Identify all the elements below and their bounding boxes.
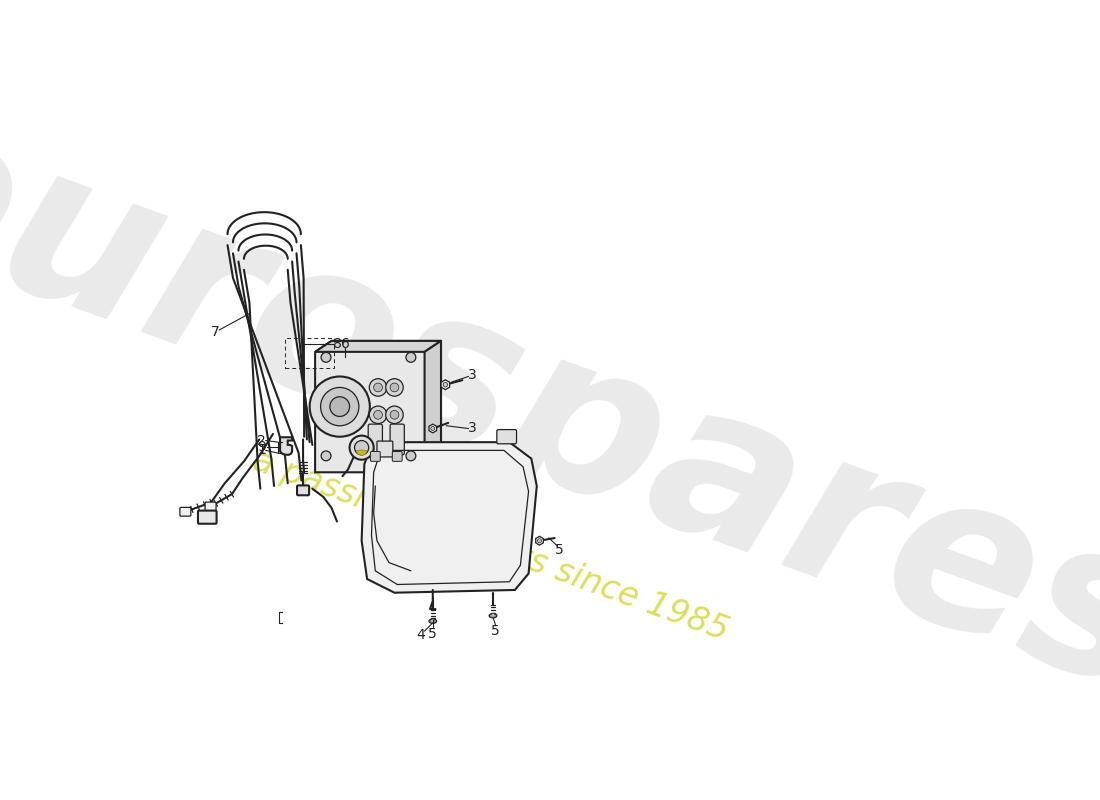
Polygon shape <box>315 341 441 352</box>
Circle shape <box>321 353 331 362</box>
Polygon shape <box>536 536 543 545</box>
Polygon shape <box>425 341 441 472</box>
Ellipse shape <box>429 619 437 623</box>
FancyBboxPatch shape <box>205 502 216 511</box>
Text: 5: 5 <box>492 624 500 638</box>
Circle shape <box>320 387 359 426</box>
FancyBboxPatch shape <box>393 451 403 462</box>
Circle shape <box>386 406 404 423</box>
Polygon shape <box>280 438 293 454</box>
Ellipse shape <box>490 614 497 618</box>
Circle shape <box>330 397 350 417</box>
Polygon shape <box>315 341 441 472</box>
Circle shape <box>309 377 370 437</box>
Circle shape <box>430 619 434 623</box>
Circle shape <box>386 378 404 396</box>
Circle shape <box>354 441 368 454</box>
Circle shape <box>431 426 434 430</box>
FancyBboxPatch shape <box>198 510 217 524</box>
FancyBboxPatch shape <box>371 451 381 462</box>
FancyBboxPatch shape <box>368 424 383 454</box>
FancyBboxPatch shape <box>180 507 191 516</box>
Wedge shape <box>356 450 367 455</box>
Text: 2: 2 <box>257 434 266 447</box>
Text: 7: 7 <box>211 325 220 339</box>
Text: a passion for parts since 1985: a passion for parts since 1985 <box>248 445 733 648</box>
Circle shape <box>443 382 448 387</box>
Circle shape <box>406 451 416 461</box>
Circle shape <box>390 410 399 419</box>
FancyBboxPatch shape <box>297 486 309 495</box>
Text: 1: 1 <box>257 443 266 458</box>
Circle shape <box>491 614 495 618</box>
Text: 4: 4 <box>417 628 425 642</box>
Circle shape <box>350 436 374 460</box>
Text: 3: 3 <box>469 422 477 435</box>
Circle shape <box>374 410 383 419</box>
Text: 5: 5 <box>556 543 564 557</box>
Polygon shape <box>429 424 437 433</box>
Circle shape <box>370 406 387 423</box>
Circle shape <box>538 538 541 542</box>
Text: 3: 3 <box>469 368 477 382</box>
Circle shape <box>374 383 383 392</box>
Polygon shape <box>441 380 450 390</box>
Text: eurospares: eurospares <box>0 76 1100 738</box>
FancyBboxPatch shape <box>497 430 517 444</box>
Text: 6: 6 <box>341 337 350 350</box>
FancyBboxPatch shape <box>377 441 393 457</box>
Polygon shape <box>362 442 537 593</box>
FancyBboxPatch shape <box>390 424 405 454</box>
Text: 8: 8 <box>332 337 341 350</box>
Circle shape <box>390 383 399 392</box>
Text: 5: 5 <box>428 626 437 641</box>
Circle shape <box>321 451 331 461</box>
Circle shape <box>370 378 387 396</box>
Circle shape <box>406 353 416 362</box>
Text: 9: 9 <box>257 440 266 454</box>
